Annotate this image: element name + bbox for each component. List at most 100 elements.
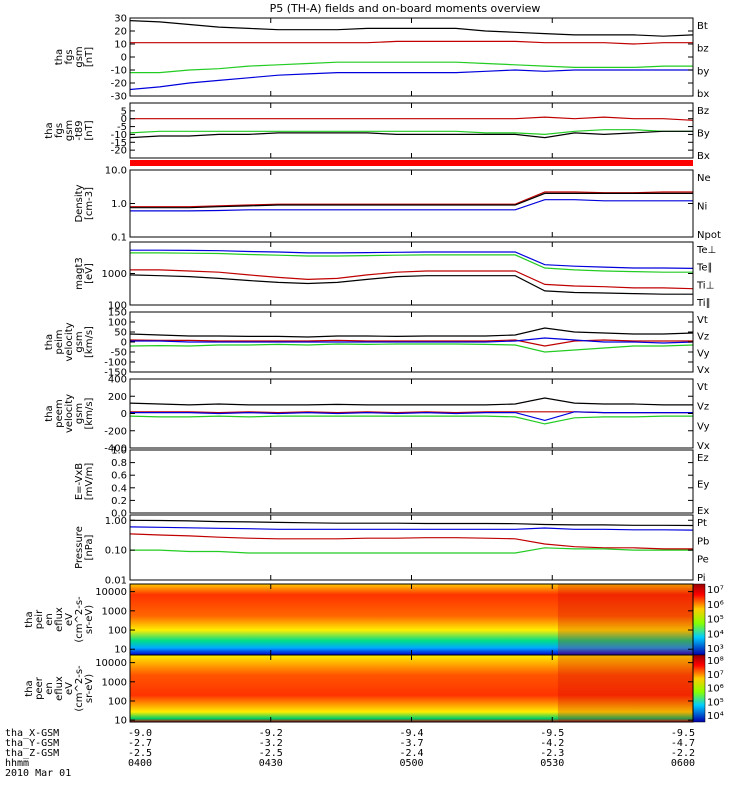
ephemeris-value: -2.2	[671, 748, 695, 759]
panel-8: Pt Pb Pe Pi 1.00 0.10 0.01 Pressure [nPa]	[74, 514, 709, 587]
y-tick-label: 10	[114, 645, 127, 656]
ephemeris-value: -4.2	[540, 738, 564, 749]
y-tick-label: 0	[121, 409, 127, 420]
y-tick-label: 5	[121, 106, 127, 117]
y-tick-label: -10	[111, 130, 127, 141]
ephemeris-value: 0400	[128, 758, 152, 769]
legend-label: Vz	[697, 402, 709, 413]
panel-9: 10⁷ 10⁶ 10⁵ 10⁴ 10³ 10000 1000 100 10 tha peir en ef…	[24, 583, 724, 656]
y-axis-label: tha	[54, 49, 65, 65]
y-axis-label: tha	[44, 122, 55, 138]
y-tick-label: -30	[111, 92, 127, 103]
colorbar-tick-label: 10⁷	[707, 670, 724, 681]
y-tick-label: 10.0	[105, 166, 127, 177]
colorbar	[692, 583, 706, 656]
series-line-te	[130, 269, 694, 290]
y-tick-label: -400	[104, 444, 127, 455]
y-axis-label: peem	[54, 399, 65, 427]
series-line-vz	[129, 339, 693, 347]
y-axis-label: gsm	[64, 120, 75, 141]
y-axis-label: eV	[64, 682, 75, 695]
panel-2: Bz By Bx 50-5-10-15-20 tha fgs gsm -t89 [nT]	[44, 102, 710, 162]
series-line-te	[129, 274, 693, 295]
series-line-vy	[129, 415, 693, 425]
legend-label: Pi	[697, 573, 706, 584]
y-axis-label: [km/s]	[84, 326, 95, 358]
ephemeris-value: -2.3	[540, 748, 564, 759]
spectrogram-field	[130, 584, 693, 655]
y-tick-label: 0.8	[111, 458, 127, 469]
series-line-bx	[129, 130, 693, 139]
spectrogram-event-region	[557, 655, 693, 722]
series-line-pe	[130, 547, 693, 554]
colorbar-tick-label: 10⁶	[707, 684, 724, 695]
panel-1: Bt bz by bx 30 20 10 0 -10 -20 -30 tha fgs gsm [nT]	[54, 14, 709, 103]
legend-label: Pb	[697, 536, 709, 547]
colorbar-tick-label: 10⁴	[707, 629, 724, 640]
legend-label: Bx	[697, 151, 710, 162]
y-axis-label: tha	[24, 611, 35, 627]
y-tick-label: -200	[104, 426, 127, 437]
ephemeris-value: 0530	[540, 758, 564, 769]
legend-label: By	[697, 129, 710, 140]
y-tick-label: -20	[111, 79, 127, 90]
y-axis-label: sr-eV)	[84, 605, 95, 634]
ephemeris-value: -9.5	[540, 728, 564, 739]
y-tick-label: 1.0	[111, 446, 127, 457]
y-axis-label: [mV/m]	[84, 463, 95, 501]
ephemeris-label-z: tha_Z-GSM	[5, 748, 59, 759]
y-axis-label: velocity	[64, 394, 75, 433]
series-line-vx	[130, 337, 694, 344]
colorbar-tick-label: 10⁵	[707, 615, 724, 626]
y-tick-label: 400	[108, 375, 127, 386]
y-axis-label: [nPa]	[84, 534, 95, 560]
legend-label: Vx	[697, 365, 710, 376]
y-tick-label: 0.2	[111, 496, 127, 507]
panel-frame	[129, 102, 694, 159]
series-line-bz	[130, 40, 693, 45]
colorbar	[692, 654, 706, 723]
y-tick-label: -150	[104, 368, 127, 379]
y-tick-label: 10	[114, 716, 127, 727]
series-line-bt	[129, 20, 694, 37]
legend-label: Ti⊥	[696, 280, 714, 291]
y-axis-label: peir	[34, 609, 45, 629]
series-line-npot	[130, 199, 693, 212]
legend-label: Vy	[697, 421, 710, 432]
y-axis-label: eflux	[54, 607, 65, 632]
ephemeris-value: -9.4	[399, 728, 423, 739]
y-tick-label: 100	[108, 696, 127, 707]
ephemeris-value: -3.7	[399, 738, 423, 749]
date-label: 2010 Mar 01	[5, 768, 71, 779]
ephemeris-label-y: tha_Y-GSM	[5, 738, 59, 749]
colorbar-tick-label: 10³	[707, 644, 724, 655]
legend-label: Ez	[697, 453, 709, 464]
legend-label: Bt	[697, 21, 708, 32]
y-tick-label: 50	[114, 328, 127, 339]
y-axis-label: (cm^2-s-	[74, 665, 85, 712]
y-tick-label: 10	[114, 40, 127, 51]
y-tick-label: -20	[111, 146, 127, 157]
y-tick-label: 0	[121, 53, 127, 64]
y-tick-label: 0	[121, 114, 127, 125]
series-line-vx	[130, 411, 693, 422]
legend-label: Vx	[697, 441, 710, 452]
y-axis-label: en	[44, 613, 55, 626]
ephemeris-value: -9.2	[259, 728, 283, 739]
y-axis-label: fgs	[64, 49, 75, 64]
y-axis-label: gsm	[74, 331, 85, 352]
y-tick-label: -15	[111, 138, 127, 149]
legend-label: Pe	[697, 555, 709, 566]
legend-label: Te⊥	[696, 245, 716, 256]
y-axis-label: peer	[34, 676, 45, 700]
series-line-ni	[130, 192, 693, 209]
colorbar-tick-label: 10⁴	[707, 711, 724, 722]
legend-label: Ne	[697, 173, 711, 184]
y-tick-label: 100	[108, 318, 127, 329]
y-axis-label: eflux	[54, 676, 65, 701]
series-line-by	[129, 129, 693, 136]
panel-4: Te⊥ Te∥ Ti⊥ Ti∥ 1000 100 magt3 [eV]	[74, 241, 716, 312]
y-tick-label: 0.6	[111, 471, 127, 482]
y-axis-label: E=-VxB	[74, 463, 85, 500]
